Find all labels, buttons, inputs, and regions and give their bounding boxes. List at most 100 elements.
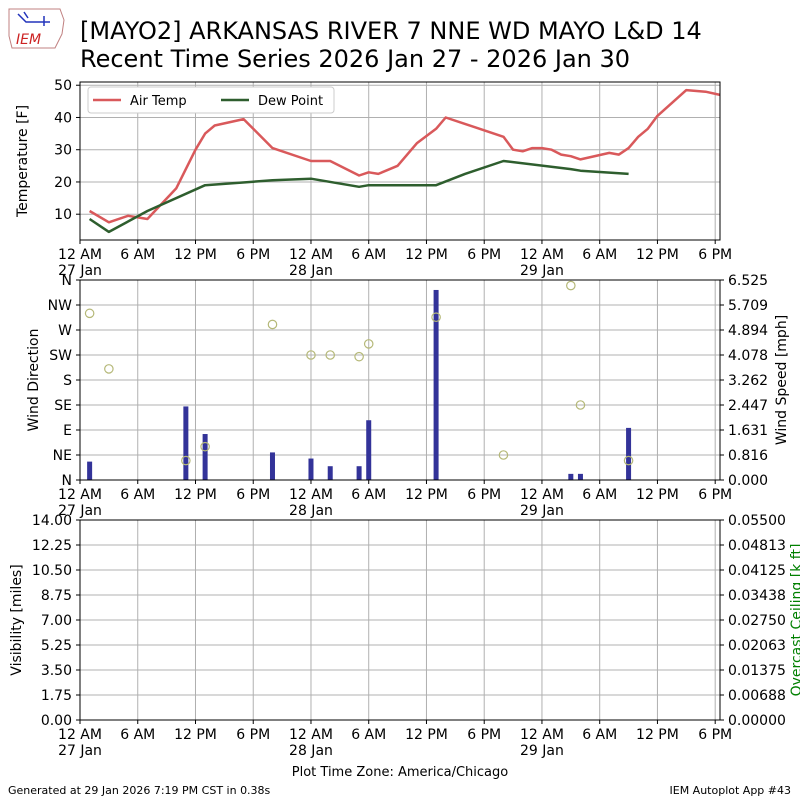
- wind-direction-marker: [623, 455, 634, 466]
- x-tick-label: 6 PM: [698, 727, 732, 743]
- wind-direction-marker: [498, 450, 509, 460]
- wind-speed-bar: [577, 473, 583, 480]
- x-tick-date: 27 Jan: [58, 503, 102, 519]
- y2-axis-label: Wind Speed [mph]: [774, 315, 790, 445]
- y2-tick-label: 0.816: [728, 448, 768, 464]
- wind-direction-marker: [306, 350, 316, 360]
- y2-tick-label: 0.00688: [728, 688, 786, 704]
- y-axis-label: Visibility [miles]: [9, 564, 25, 675]
- wind-direction-marker: [363, 339, 374, 349]
- generated-note: Generated at 29 Jan 2026 7:19 PM CST in …: [8, 784, 271, 797]
- x-tick-label: 12 AM: [58, 487, 102, 503]
- y-tick-label: SW: [49, 348, 72, 364]
- y2-tick-label: 2.447: [728, 398, 768, 414]
- x-tick-label: 6 PM: [236, 247, 270, 263]
- y2-tick-label: 6.525: [728, 273, 768, 289]
- x-tick-date: 28 Jan: [289, 743, 333, 759]
- x-tick-label: 6 PM: [236, 487, 270, 503]
- x-tick-label: 12 PM: [405, 247, 448, 263]
- x-tick-label: 12 AM: [289, 487, 333, 503]
- wind-speed-bar: [366, 420, 372, 480]
- y-tick-label: 1.75: [41, 688, 72, 704]
- y-tick-label: 10.50: [32, 563, 72, 579]
- x-tick-label: 6 AM: [582, 247, 617, 263]
- y-tick-label: NW: [48, 298, 72, 314]
- x-tick-label: 6 PM: [236, 727, 270, 743]
- wind-direction-marker: [566, 280, 576, 291]
- y2-tick-label: 0.02063: [728, 638, 786, 654]
- y-tick-label: 50: [54, 78, 72, 94]
- wind-speed-bar: [183, 406, 189, 480]
- x-tick-date: 28 Jan: [289, 263, 333, 279]
- x-tick-date: 27 Jan: [58, 263, 102, 279]
- x-tick-label: 12 PM: [174, 487, 217, 503]
- legend-box: [87, 86, 335, 114]
- x-tick-label: 6 AM: [582, 487, 617, 503]
- x-tick-date: 27 Jan: [58, 743, 102, 759]
- wind-speed-bar: [87, 461, 93, 480]
- wind-speed-bar: [356, 466, 362, 480]
- wind-barb-icon: [17, 11, 50, 26]
- x-tick-label: 6 AM: [120, 727, 155, 743]
- wind-direction-marker: [181, 455, 191, 466]
- x-tick-label: 12 AM: [520, 487, 564, 503]
- y2-tick-label: 4.078: [728, 348, 768, 364]
- y2-tick-label: 0.02750: [728, 613, 786, 629]
- y-tick-label: NE: [53, 448, 72, 464]
- x-tick-label: 12 PM: [636, 487, 679, 503]
- y2-tick-label: 0.04813: [728, 538, 786, 554]
- y-tick-label: E: [63, 423, 72, 439]
- y-tick-label: N: [62, 473, 72, 489]
- y-tick-label: 20: [54, 175, 72, 191]
- plot-frame: [79, 519, 721, 721]
- x-tick-date: 29 Jan: [520, 503, 564, 519]
- x-tick-label: 12 PM: [405, 727, 448, 743]
- wind-direction-marker: [104, 364, 114, 374]
- y2-tick-label: 1.631: [728, 423, 768, 439]
- wind-direction-marker: [84, 308, 95, 319]
- x-tick-date: 29 Jan: [520, 743, 564, 759]
- x-tick-label: 6 PM: [698, 487, 732, 503]
- x-tick-label: 6 PM: [467, 487, 501, 503]
- wind-speed-bar: [626, 427, 632, 480]
- x-tick-date: 28 Jan: [289, 503, 333, 519]
- x-tick-label: 12 AM: [289, 727, 333, 743]
- wind-speed-bar: [568, 473, 574, 480]
- x-tick-label: 6 AM: [351, 727, 386, 743]
- y-axis-label: Temperature [F]: [15, 105, 31, 218]
- y2-axis-label: Overcast Ceiling [k ft]: [789, 544, 800, 697]
- app-label: IEM Autoplot App #43: [669, 784, 792, 797]
- y2-tick-label: 0.000: [728, 473, 768, 489]
- y-tick-label: 14.00: [32, 513, 72, 529]
- wind-speed-bar: [202, 434, 208, 480]
- x-tick-label: 6 PM: [467, 247, 501, 263]
- iem-logo: IEM: [8, 8, 65, 49]
- x-axis-title: Plot Time Zone: America/Chicago: [292, 765, 508, 780]
- wind-speed-bar: [327, 466, 333, 480]
- x-tick-label: 6 AM: [582, 727, 617, 743]
- x-tick-label: 12 PM: [636, 247, 679, 263]
- chart-title-line2: Recent Time Series 2026 Jan 27 - 2026 Ja…: [80, 45, 631, 73]
- wind-speed-bar: [269, 452, 275, 480]
- y-tick-label: W: [58, 323, 72, 339]
- chart-title-line1: [MAYO2] ARKANSAS RIVER 7 NNE WD MAYO L&D…: [80, 17, 702, 45]
- wind-direction-marker: [354, 351, 364, 362]
- x-tick-date: 29 Jan: [520, 263, 564, 279]
- y-tick-label: 30: [54, 143, 72, 159]
- x-tick-label: 12 PM: [636, 727, 679, 743]
- wind-speed-bar: [308, 458, 314, 480]
- logo-text: IEM: [16, 32, 41, 48]
- plot-frame: [79, 81, 721, 241]
- y-tick-label: 12.25: [32, 538, 72, 554]
- wind-direction-marker: [200, 441, 210, 452]
- x-tick-label: 6 AM: [120, 247, 155, 263]
- y2-tick-label: 0.00000: [728, 713, 786, 729]
- y-tick-label: 3.50: [41, 663, 72, 679]
- wind-direction-marker: [431, 312, 441, 323]
- y-tick-label: 40: [54, 110, 72, 126]
- dew-point-line: [88, 159, 629, 234]
- y-tick-label: SE: [54, 398, 72, 414]
- x-tick-label: 12 PM: [174, 727, 217, 743]
